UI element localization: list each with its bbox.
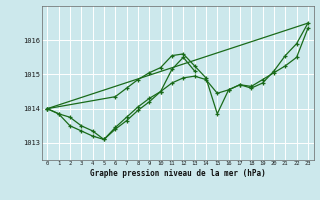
X-axis label: Graphe pression niveau de la mer (hPa): Graphe pression niveau de la mer (hPa) [90, 169, 266, 178]
